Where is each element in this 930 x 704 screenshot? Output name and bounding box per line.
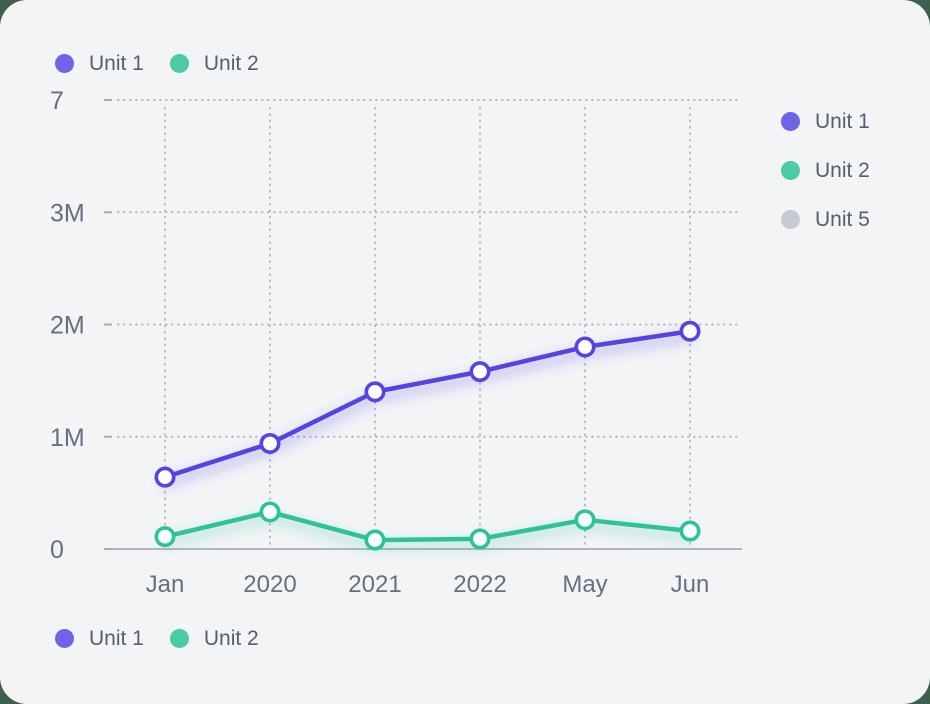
legend-right: Unit 1 Unit 2 Unit 5 xyxy=(781,111,870,230)
y-tick-label: 3M xyxy=(50,199,85,227)
unit2-legend-dot xyxy=(169,54,189,73)
x-tick-label: 2021 xyxy=(348,571,401,598)
x-tick-label: Jan xyxy=(146,571,185,598)
legend-label: Unit 2 xyxy=(815,159,870,182)
legend-label: Unit 2 xyxy=(203,627,259,650)
unit1-legend-dot xyxy=(55,629,74,648)
series-marker-unit-2-jun[interactable] xyxy=(679,520,701,542)
legend-right-item-unit2[interactable]: Unit 2 xyxy=(781,160,870,181)
series-marker-unit-1-may[interactable] xyxy=(574,336,596,358)
legend-right-item-unit1[interactable]: Unit 1 xyxy=(781,111,870,132)
unit5-legend-dot xyxy=(781,210,800,229)
series-glow-unit-2 xyxy=(160,513,695,551)
legend-right-item-unit5[interactable]: Unit 5 xyxy=(781,209,870,230)
series-marker-unit-2-2022[interactable] xyxy=(469,528,491,550)
unit2-legend-dot xyxy=(169,629,189,648)
x-tick-label: Jun xyxy=(671,571,710,598)
unit1-legend-dot xyxy=(55,54,74,73)
unit2-legend-dot xyxy=(781,161,800,180)
x-tick-label: May xyxy=(562,571,607,598)
series-glow-unit-1 xyxy=(160,332,695,488)
unit1-legend-dot xyxy=(781,112,800,131)
series-line-unit-1[interactable] xyxy=(162,328,693,480)
series-line-unit-2[interactable] xyxy=(162,509,693,543)
legend-label: Unit 1 xyxy=(89,52,144,75)
series-marker-unit-2-may[interactable] xyxy=(574,509,596,531)
series-marker-unit-2-2020[interactable] xyxy=(259,501,281,523)
series-marker-unit-1-2020[interactable] xyxy=(259,432,281,454)
legend-bottom-item-unit1[interactable]: Unit 1 xyxy=(55,628,144,649)
x-tick-label: 2022 xyxy=(453,571,506,598)
legend-bottom: Unit 1 Unit 2 xyxy=(55,628,259,649)
legend-top-item-unit2[interactable]: Unit 2 xyxy=(169,52,259,75)
legend-label: Unit 5 xyxy=(815,208,870,231)
series-marker-unit-1-2022[interactable] xyxy=(469,361,491,383)
y-tick-label: 7 xyxy=(50,87,64,115)
legend-label: Unit 1 xyxy=(815,110,870,133)
legend-label: Unit 2 xyxy=(203,52,259,75)
legend-top: Unit 1 Unit 2 xyxy=(55,53,259,74)
y-tick-label: 2M xyxy=(50,312,85,340)
legend-bottom-item-unit2[interactable]: Unit 2 xyxy=(169,627,259,650)
series-marker-unit-2-jan[interactable] xyxy=(154,526,176,548)
legend-label: Unit 1 xyxy=(89,627,144,650)
series-marker-unit-1-2021[interactable] xyxy=(364,381,386,403)
series-marker-unit-1-jun[interactable] xyxy=(679,320,701,342)
series-marker-unit-1-jan[interactable] xyxy=(154,466,176,488)
series-marker-unit-2-2021[interactable] xyxy=(364,529,386,551)
legend-top-item-unit1[interactable]: Unit 1 xyxy=(55,53,144,74)
y-tick-label: 1M xyxy=(50,424,85,452)
x-tick-label: 2020 xyxy=(243,571,296,598)
y-tick-label: 0 xyxy=(50,536,64,564)
